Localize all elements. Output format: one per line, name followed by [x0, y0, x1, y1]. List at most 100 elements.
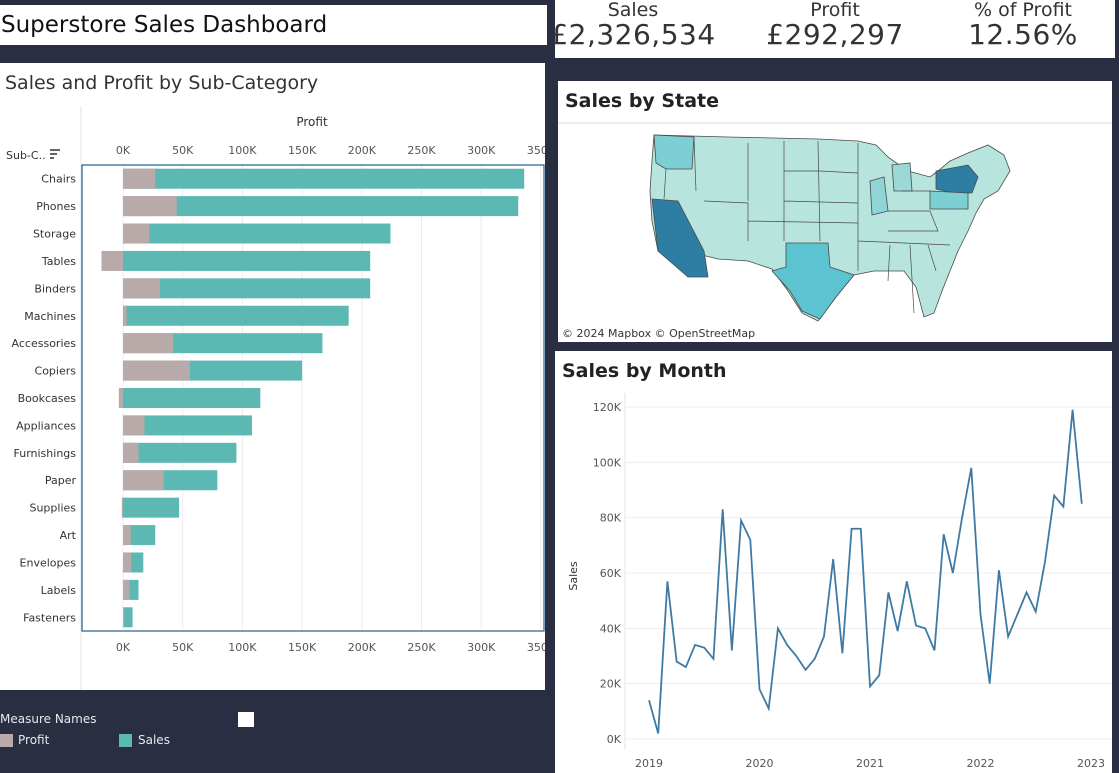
- bar-x-tick-top: 0K: [116, 144, 131, 157]
- profit-bar[interactable]: [123, 333, 174, 354]
- bar-x-tick-top: 50K: [172, 144, 194, 157]
- state-map-title: Sales by State: [565, 90, 719, 112]
- sales-bar[interactable]: [123, 168, 525, 189]
- profit-bar[interactable]: [121, 497, 123, 518]
- profit-bar[interactable]: [123, 360, 190, 381]
- line-x-tick: 2020: [746, 757, 774, 770]
- bar-x-tick-top: 200K: [348, 144, 377, 157]
- legend: Measure Names Profit Sales: [0, 712, 300, 762]
- row-header-label: Sub-C..: [6, 149, 46, 162]
- line-y-tick: 60K: [600, 567, 622, 580]
- sales-bar[interactable]: [123, 607, 133, 628]
- legend-label-sales[interactable]: Sales: [138, 733, 170, 747]
- bar-x-tick-top: 150K: [288, 144, 317, 157]
- title-panel: Superstore Sales Dashboard: [0, 5, 547, 45]
- bar-category-label: Supplies: [29, 502, 76, 515]
- profit-bar[interactable]: [123, 470, 164, 491]
- bar-x-tick-bottom: 300K: [467, 641, 496, 654]
- sales-bar[interactable]: [123, 305, 349, 326]
- sales-bar[interactable]: [123, 442, 237, 463]
- bar-axis-title: Profit: [296, 115, 328, 129]
- dashboard-title: Superstore Sales Dashboard: [1, 12, 328, 38]
- line-y-tick: 120K: [593, 401, 622, 414]
- profit-bar[interactable]: [123, 552, 132, 573]
- bar-category-label: Labels: [41, 584, 77, 597]
- state-new-york: [935, 164, 979, 194]
- kpi-panel: Sales £2,326,534 Profit £292,297 % of Pr…: [550, 0, 1118, 58]
- profit-bar[interactable]: [118, 388, 123, 408]
- bar-x-tick-bottom: 0K: [116, 641, 131, 654]
- bar-x-tick-bottom: 150K: [288, 641, 317, 654]
- bar-category-label: Copiers: [35, 365, 77, 378]
- profit-bar[interactable]: [123, 442, 139, 463]
- bar-category-label: Envelopes: [20, 556, 77, 569]
- state-texas: [771, 242, 855, 320]
- sales-bar[interactable]: [123, 525, 156, 546]
- state-pennsylvania: [929, 190, 969, 210]
- profit-bar[interactable]: [123, 196, 177, 217]
- line-chart[interactable]: 0K 20K 40K 60K 80K 100K 120K 2019 2020 2021 2022 2…: [555, 351, 1112, 773]
- bar-category-label: Paper: [45, 474, 77, 487]
- bar-category-label: Appliances: [16, 419, 76, 432]
- line-y-axis-title: Sales: [567, 561, 580, 591]
- bar-category-label: Art: [60, 529, 77, 542]
- legend-title: Measure Names: [0, 712, 97, 726]
- sales-bar[interactable]: [123, 196, 519, 217]
- profit-bar[interactable]: [123, 168, 156, 189]
- state-washington: [653, 134, 695, 170]
- legend-swatch-profit: [0, 734, 13, 747]
- sales-bar[interactable]: [123, 388, 261, 408]
- sort-icon[interactable]: [50, 149, 60, 159]
- kpi-pct-profit: % of Profit 12.56%: [928, 0, 1118, 51]
- profit-bar[interactable]: [123, 579, 130, 600]
- bar-category-label: Accessories: [12, 337, 77, 350]
- profit-bar[interactable]: [123, 278, 161, 299]
- bar-category-label: Fasteners: [23, 611, 76, 624]
- bar-x-tick-top: 250K: [407, 144, 436, 157]
- legend-label-profit[interactable]: Profit: [18, 733, 50, 747]
- legend-color-swatch-blank[interactable]: [238, 712, 254, 727]
- map-attribution: © 2024 Mapbox © OpenStreetMap: [562, 327, 755, 340]
- sales-bar[interactable]: [123, 250, 371, 271]
- line-y-tick: 20K: [600, 678, 622, 691]
- kpi-pct-profit-value: 12.56%: [968, 18, 1078, 51]
- us-outline: [649, 134, 1011, 322]
- profit-bar[interactable]: [123, 223, 150, 244]
- bar-x-tick-bottom: 350K: [527, 641, 545, 654]
- bar-chart[interactable]: Profit Sub-C.. 0K 50K 100K 150K 200K 250K 300K…: [0, 63, 545, 690]
- sales-bar[interactable]: [123, 415, 252, 436]
- bar-x-tick-top: 100K: [228, 144, 257, 157]
- line-y-tick: 80K: [600, 512, 622, 525]
- bar-chart-panel: Sales and Profit by Sub-Category Profit …: [0, 63, 545, 690]
- bar-category-label: Machines: [24, 310, 76, 323]
- profit-bar[interactable]: [123, 305, 127, 326]
- sales-bar[interactable]: [123, 497, 180, 518]
- profit-bar[interactable]: [101, 250, 123, 271]
- sales-bar[interactable]: [123, 278, 371, 299]
- line-x-tick: 2022: [967, 757, 995, 770]
- profit-bar[interactable]: [123, 415, 145, 436]
- kpi-profit: Profit £292,297: [740, 0, 930, 51]
- kpi-profit-label: Profit: [810, 0, 860, 21]
- state-map[interactable]: © 2024 Mapbox © OpenStreetMap: [558, 81, 1112, 342]
- bar-x-tick-bottom: 100K: [228, 641, 257, 654]
- profit-bar[interactable]: [123, 607, 125, 628]
- bar-category-label: Furnishings: [14, 447, 77, 460]
- line-x-tick: 2021: [856, 757, 884, 770]
- month-line-panel: Sales by Month 0K 20K 40K 60K 80K 100K 120K 20…: [555, 351, 1112, 773]
- sales-bar[interactable]: [123, 223, 391, 244]
- state-map-panel: Sales by State © 2024 Mapbox © OpenStree…: [558, 81, 1112, 342]
- bar-category-label: Bookcases: [18, 392, 77, 405]
- state-california: [651, 198, 709, 278]
- sales-line[interactable]: [648, 409, 1083, 734]
- profit-bar[interactable]: [123, 525, 131, 546]
- bar-x-tick-bottom: 200K: [348, 641, 377, 654]
- selection-frame: [81, 164, 545, 632]
- us-map[interactable]: [649, 134, 1011, 322]
- bar-x-tick-bottom: 250K: [407, 641, 436, 654]
- legend-swatch-sales: [119, 734, 132, 747]
- kpi-sales: Sales £2,326,534: [538, 0, 728, 51]
- bar-category-label: Binders: [34, 282, 76, 295]
- kpi-pct-profit-label: % of Profit: [973, 0, 1072, 21]
- state-michigan: [891, 162, 913, 192]
